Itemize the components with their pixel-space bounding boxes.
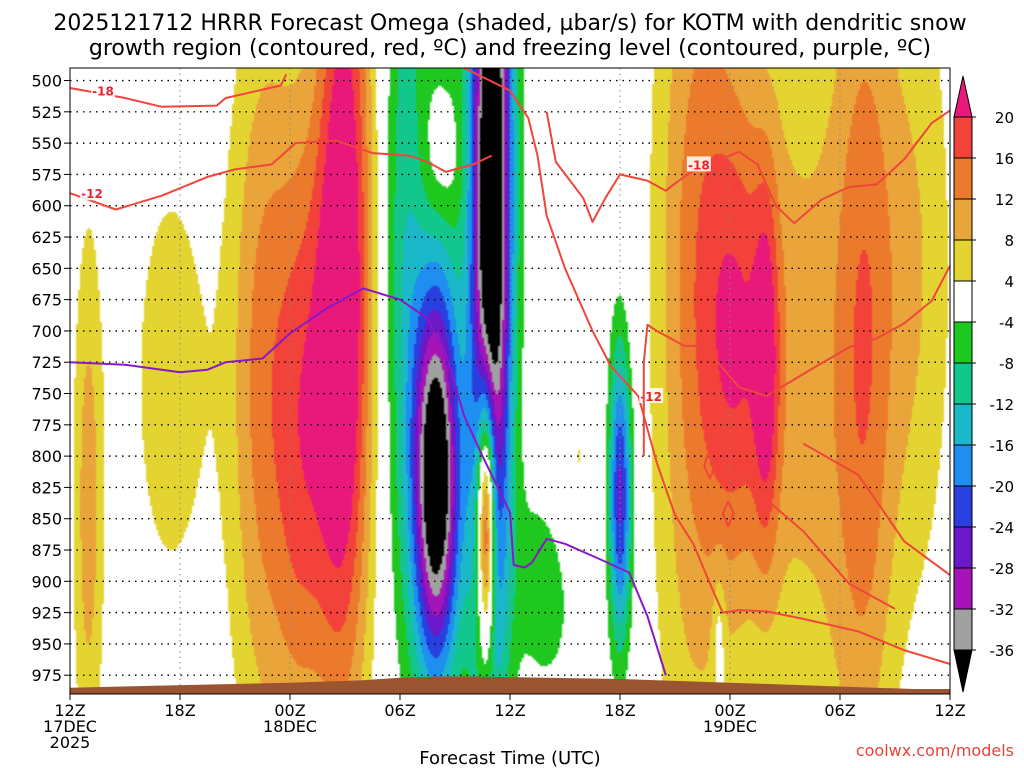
pressure-tick-label: 725 xyxy=(31,353,62,372)
time-tick-label: 18DEC xyxy=(263,717,317,736)
dgz-label-bg xyxy=(80,185,104,201)
dgz-contour-label: -18 xyxy=(92,85,114,99)
colorbar-bin xyxy=(953,198,973,241)
time-tick-label: 2025 xyxy=(50,733,91,752)
freezing-level-contour xyxy=(69,287,667,676)
dendritic-growth-contours: -18 -12 -18 -12 xyxy=(69,67,951,665)
time-tick-label: 19DEC xyxy=(703,717,757,736)
colorbar-bin xyxy=(953,444,973,487)
time-tick-label: 06Z xyxy=(384,701,415,720)
colorbar-bin xyxy=(953,116,973,159)
time-tick-label: 00Z xyxy=(714,701,745,720)
x-axis-label: Forecast Time (UTC) xyxy=(419,748,600,768)
pressure-tick-label: 525 xyxy=(31,103,62,122)
time-tick-label: 12Z xyxy=(54,701,85,720)
colorbar-label: -12 xyxy=(990,396,1015,414)
pressure-tick-label: 700 xyxy=(31,322,62,341)
omega-colorbar: 20 16 12 8 4 -4 -8 -12 -16 -20 -24 -28 -32 -36 xyxy=(953,75,1015,693)
chart-title-line-2: growth region (contoured, red, ºC) and f… xyxy=(89,36,931,61)
dgz-contour-line xyxy=(545,109,951,225)
colorbar-label: 12 xyxy=(995,191,1014,209)
colorbar-label: -28 xyxy=(990,560,1015,578)
pressure-tick-label: 775 xyxy=(31,416,62,435)
colorbar-label: -32 xyxy=(990,601,1015,619)
time-tick-label: 00Z xyxy=(274,701,305,720)
colorbar-bin xyxy=(953,239,973,282)
dgz-contour-label: -12 xyxy=(81,187,103,201)
pressure-axis: 500 525 550 575 600 625 650 675 700 725 750 775 800 8… xyxy=(31,72,70,685)
dgz-contour-label: -18 xyxy=(688,158,710,172)
pressure-tick-label: 650 xyxy=(31,259,62,278)
colorbar-label: -16 xyxy=(990,437,1015,455)
omega-shading xyxy=(70,68,950,694)
colorbar-bin xyxy=(953,526,973,569)
dgz-contour-line xyxy=(463,67,951,665)
colorbar-label: 20 xyxy=(995,109,1014,127)
colorbar-bin xyxy=(953,280,973,323)
colorbar-label: 4 xyxy=(1004,273,1014,291)
colorbar-label: -4 xyxy=(999,314,1014,332)
pressure-tick-label: 925 xyxy=(31,604,62,623)
time-tick-label: 06Z xyxy=(824,701,855,720)
pressure-tick-label: 975 xyxy=(31,666,62,685)
pressure-tick-label: 950 xyxy=(31,635,62,654)
dgz-label-bg xyxy=(639,388,664,404)
pressure-tick-label: 850 xyxy=(31,510,62,529)
dgz-contour-line xyxy=(802,442,951,576)
freezing-level-line xyxy=(69,287,667,676)
dgz-contour-line xyxy=(729,467,896,610)
dgz-contour-line xyxy=(721,500,735,528)
pressure-tick-label: 500 xyxy=(31,72,62,91)
pressure-tick-label: 800 xyxy=(31,447,62,466)
colorbar-bin xyxy=(953,403,973,446)
dgz-label-bg xyxy=(686,156,711,172)
dgz-contour-line xyxy=(69,73,288,108)
dgz-contour-line xyxy=(69,139,493,211)
pressure-tick-label: 825 xyxy=(31,478,62,497)
colorbar-label: -20 xyxy=(990,478,1015,496)
colorbar-label: 8 xyxy=(1004,232,1014,250)
colorbar-label: -36 xyxy=(990,642,1015,660)
terrain-profile xyxy=(70,676,950,694)
pressure-tick-label: 550 xyxy=(31,134,62,153)
colorbar-label: 16 xyxy=(995,150,1014,168)
dgz-contour-line xyxy=(642,265,951,457)
dgz-label-bg xyxy=(91,82,115,98)
colorbar-bin xyxy=(953,157,973,200)
pressure-tick-label: 750 xyxy=(31,385,62,404)
colorbar-label: -24 xyxy=(990,519,1015,537)
colorbar-bin xyxy=(953,321,973,364)
pressure-tick-label: 875 xyxy=(31,541,62,560)
colorbar-bin xyxy=(953,362,973,405)
colorbar-top-triangle xyxy=(953,75,973,118)
dgz-contour-label: -12 xyxy=(640,390,662,404)
colorbar-bin xyxy=(953,608,973,651)
plot-area: -18 -12 -18 -12 xyxy=(69,67,951,695)
colorbar-bin xyxy=(953,567,973,610)
dgz-contour-line xyxy=(703,453,717,480)
colorbar-bin xyxy=(953,485,973,528)
colorbar-label: -8 xyxy=(999,355,1014,373)
time-tick-label: 12Z xyxy=(934,701,965,720)
pressure-tick-label: 625 xyxy=(31,228,62,247)
time-tick-label: 12Z xyxy=(494,701,525,720)
pressure-tick-label: 675 xyxy=(31,291,62,310)
pressure-tick-label: 575 xyxy=(31,165,62,184)
chart-title-line-1: 2025121712 HRRR Forecast Omega (shaded, … xyxy=(53,11,966,36)
watermark-text[interactable]: coolwx.com/models xyxy=(856,741,1014,760)
time-tick-label: 18Z xyxy=(164,701,195,720)
time-tick-label: 17DEC xyxy=(43,717,97,736)
pressure-tick-label: 900 xyxy=(31,572,62,591)
colorbar-bottom-triangle xyxy=(953,649,973,693)
time-tick-label: 18Z xyxy=(604,701,635,720)
pressure-tick-label: 600 xyxy=(31,197,62,216)
